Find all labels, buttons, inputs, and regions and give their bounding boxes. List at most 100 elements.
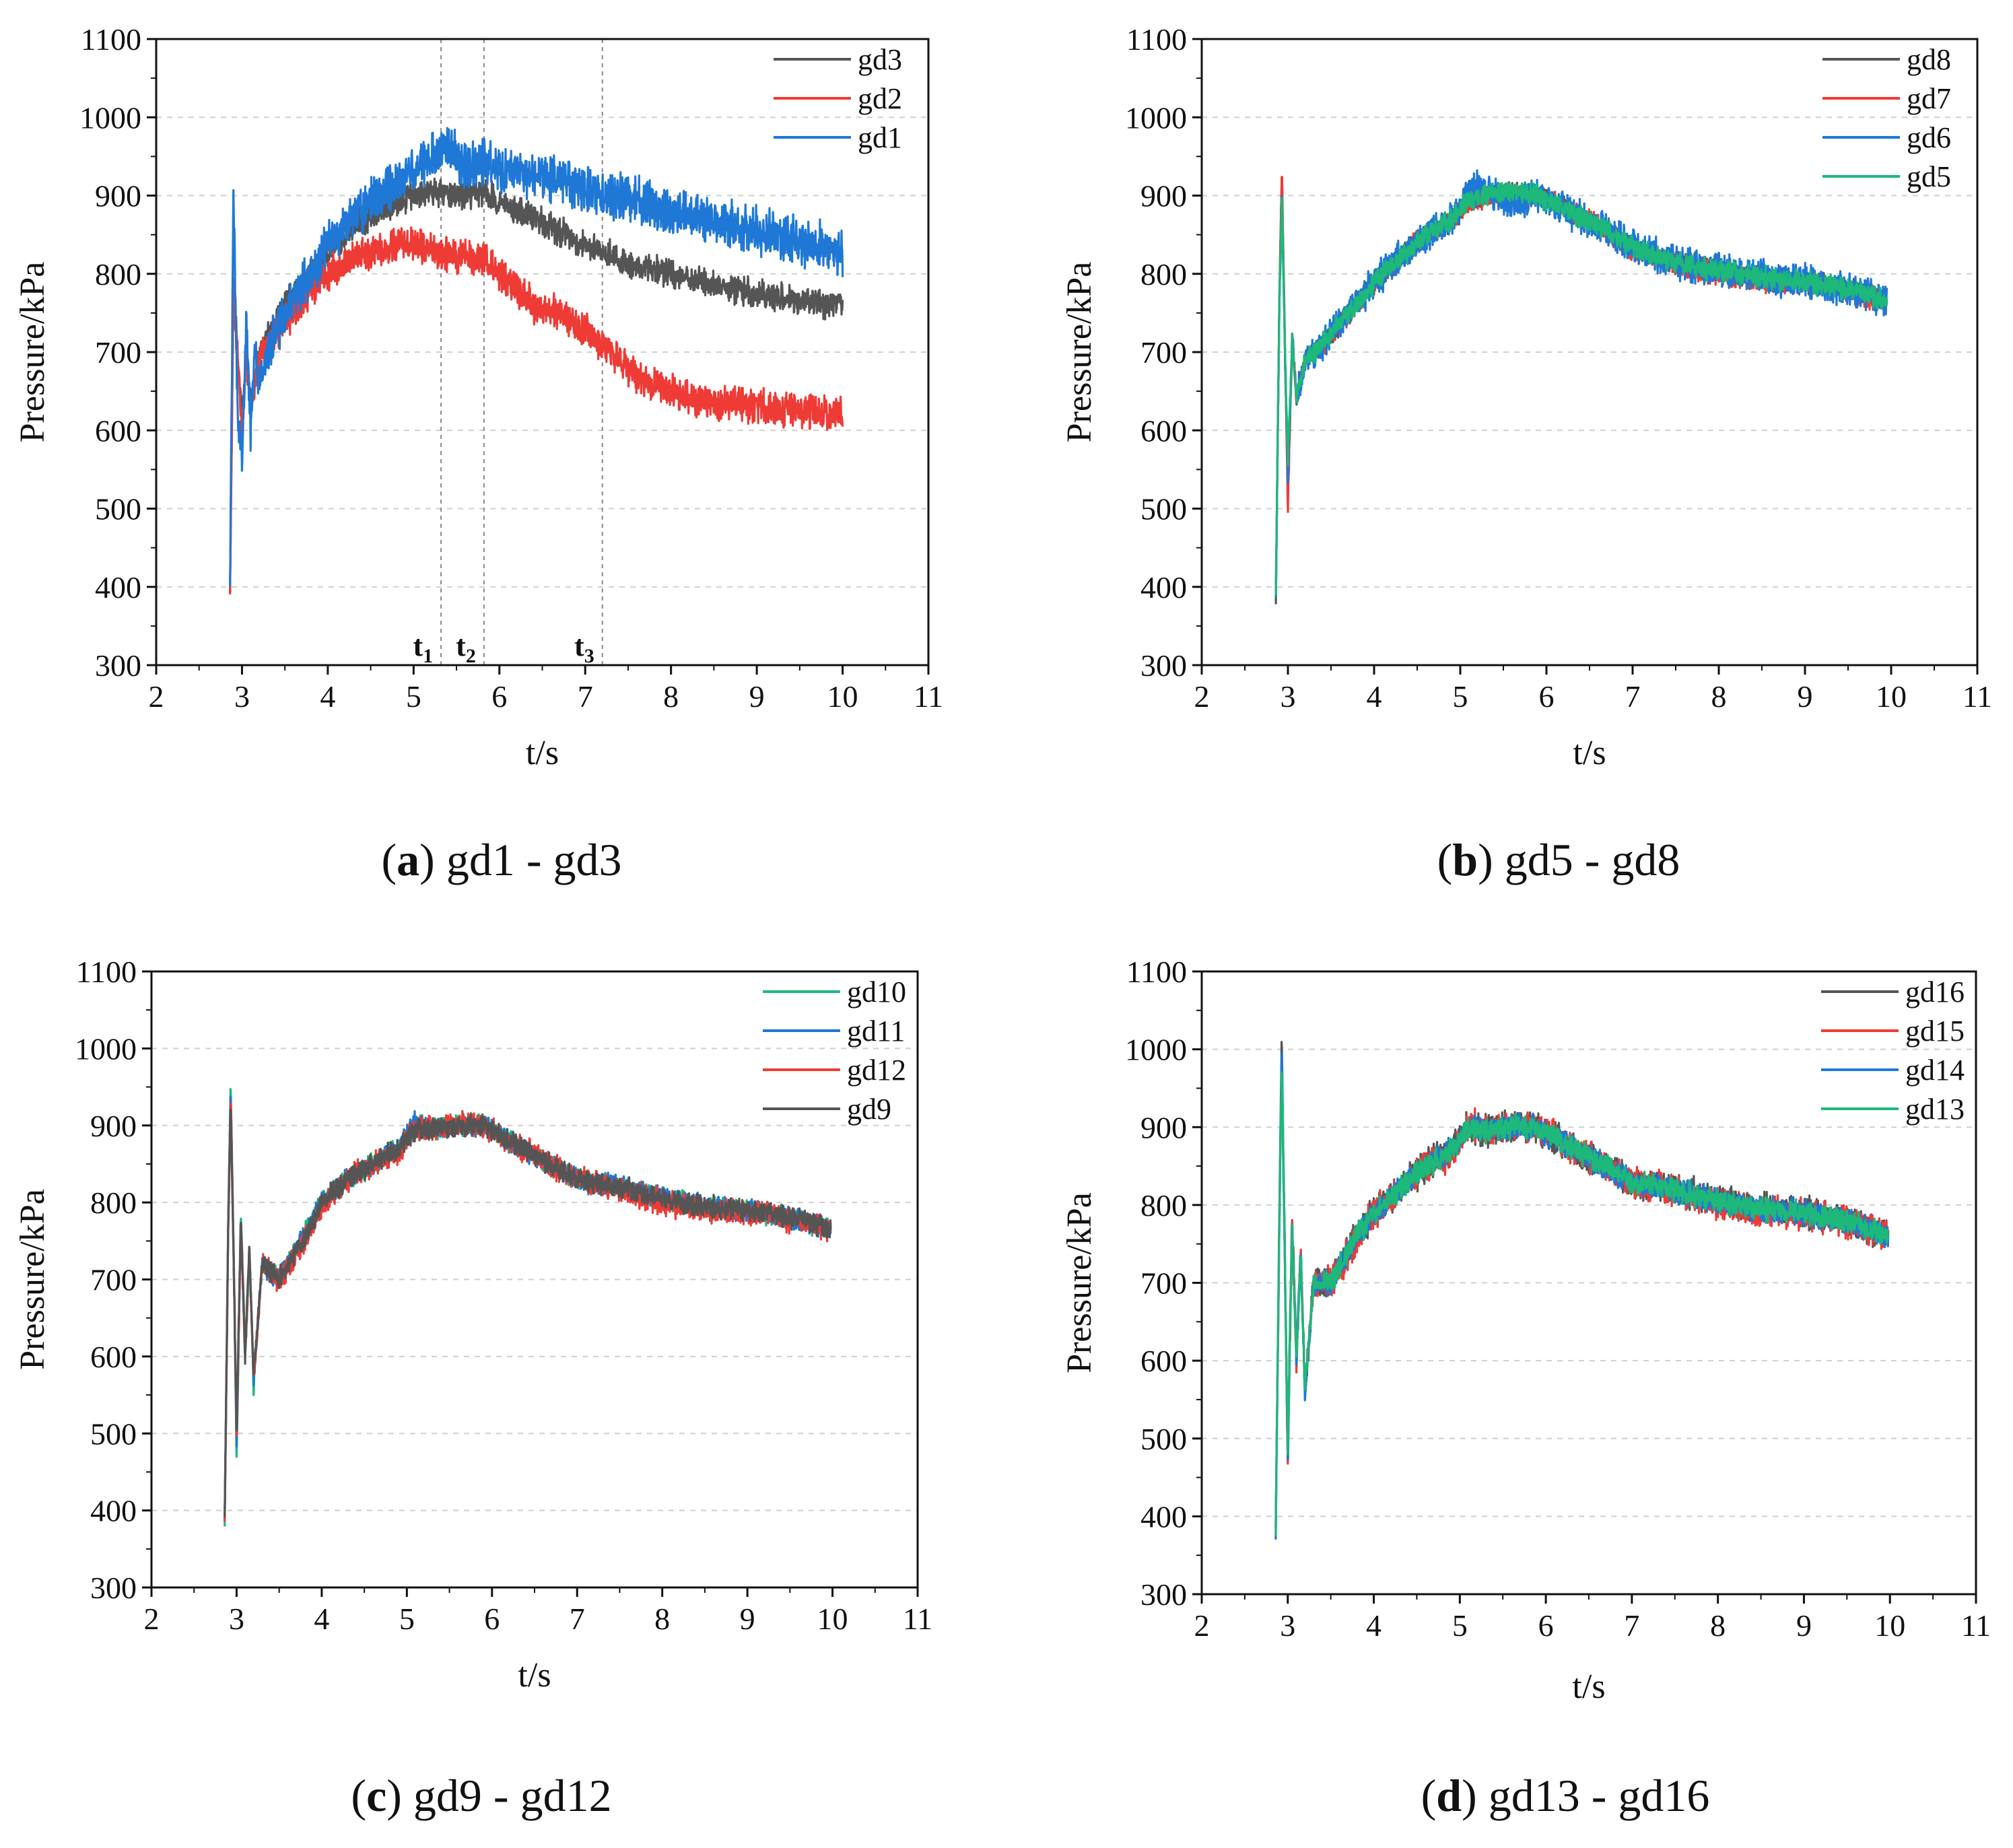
x-tick-label: 7 — [1624, 1608, 1639, 1643]
y-tick-label: 400 — [1140, 1499, 1187, 1534]
y-tick-label: 1000 — [79, 100, 141, 135]
legend: gd16 gd15 gd14 gd13 — [1821, 976, 1965, 1126]
caption-text: gd1 - gd3 — [446, 834, 622, 885]
y-tick-label: 1100 — [1126, 955, 1187, 989]
legend-label-gd3: gd3 — [858, 43, 902, 76]
panel-a: t1 t2 t3 2 3 4 5 6 7 8 9 10 11 300 400 500 600 700 800 900 1… — [13, 22, 943, 885]
gridlines — [1202, 116, 1977, 588]
y-tick-label: 600 — [1140, 413, 1187, 448]
y-tick-label: 400 — [90, 1494, 137, 1528]
y-tick-label: 800 — [90, 1186, 137, 1220]
y-tick-label: 900 — [1140, 1110, 1187, 1144]
panel-c: 2 3 4 5 6 7 8 9 10 11 300 400 500 600 700 800 900 1000 110… — [13, 955, 932, 1821]
x-tick-label: 11 — [1963, 679, 1992, 714]
x-tick-label: 4 — [1366, 1608, 1381, 1643]
legend-label-gd1: gd1 — [858, 121, 902, 154]
legend-label-gd11: gd11 — [847, 1015, 905, 1048]
x-tick-label: 2 — [1194, 679, 1210, 714]
legend-label-gd9: gd9 — [847, 1093, 891, 1126]
caption-letter: b — [1452, 834, 1478, 885]
panel-caption: (d) gd13 - gd16 — [1421, 1770, 1710, 1821]
y-tick-label: 800 — [1140, 1188, 1187, 1223]
x-tick-label: 6 — [1538, 1608, 1554, 1643]
y-tick-label: 900 — [95, 179, 141, 213]
x-tick-label: 11 — [914, 679, 943, 714]
x-tick-label: 3 — [1281, 679, 1296, 714]
panel-caption: (b) gd5 - gd8 — [1437, 834, 1680, 885]
x-tick-label: 9 — [1796, 1608, 1812, 1643]
x-tick-label: 10 — [817, 1602, 848, 1636]
legend-label-gd15: gd15 — [1905, 1015, 1965, 1048]
x-axis-title: t/s — [1572, 1668, 1605, 1706]
x-axis-title: t/s — [526, 734, 559, 772]
x-tick-label: 9 — [749, 679, 765, 714]
x-tick-label: 2 — [144, 1602, 160, 1636]
x-tick-label: 5 — [399, 1602, 415, 1636]
x-tick-label: 4 — [314, 1602, 329, 1636]
marker-label-t2: t2 — [456, 629, 476, 667]
y-tick-label: 300 — [95, 648, 141, 683]
x-tick-label: 5 — [406, 679, 421, 714]
x-tick-label: 3 — [229, 1602, 244, 1636]
series-line-gd1 — [229, 127, 844, 587]
legend: gd10 gd11 gd12 gd9 — [763, 976, 906, 1126]
y-tick-label: 600 — [95, 413, 141, 448]
x-tick-label: 5 — [1453, 679, 1468, 714]
caption-text: gd5 - gd8 — [1505, 834, 1680, 885]
marker-label-t3: t3 — [574, 629, 594, 667]
series-line-gd5 — [1274, 182, 1888, 595]
x-tick-label: 6 — [484, 1602, 500, 1636]
y-tick-label: 500 — [95, 492, 141, 526]
y-tick-label: 300 — [90, 1571, 137, 1605]
x-tick-label: 9 — [740, 1602, 755, 1636]
caption-text: gd13 - gd16 — [1489, 1770, 1710, 1821]
y-tick-label: 500 — [1140, 492, 1187, 526]
x-tick-label: 4 — [320, 679, 335, 714]
caption-letter: c — [366, 1770, 386, 1821]
legend: gd3 gd2 gd1 — [774, 43, 902, 154]
panel-d: 2 3 4 5 6 7 8 9 10 11 300 400 500 600 700 800 900 1000 110… — [1060, 955, 1991, 1821]
x-tick-label: 7 — [570, 1602, 585, 1636]
x-tick-label: 3 — [1280, 1608, 1295, 1643]
series-line-gd2 — [229, 226, 844, 594]
x-tick-label: 4 — [1367, 679, 1382, 714]
y-tick-label: 900 — [1140, 179, 1187, 213]
y-tick-label: 400 — [1140, 570, 1187, 605]
legend-label-gd10: gd10 — [847, 976, 906, 1008]
caption-letter: a — [397, 834, 419, 885]
y-tick-label: 900 — [90, 1109, 137, 1143]
panel-b: 2 3 4 5 6 7 8 9 10 11 300 400 500 600 700 800 900 1000 110… — [1060, 22, 1992, 885]
y-tick-label: 700 — [1140, 1266, 1187, 1301]
y-tick-label: 700 — [95, 335, 141, 370]
y-axis-title: Pressure/kPa — [13, 1189, 52, 1370]
y-axis-title: Pressure/kPa — [13, 262, 52, 443]
x-tick-label: 6 — [1539, 679, 1555, 714]
y-tick-label: 700 — [1140, 335, 1187, 370]
x-tick-label: 3 — [234, 679, 250, 714]
legend-label-gd14: gd14 — [1905, 1054, 1965, 1087]
legend-label-gd16: gd16 — [1905, 976, 1965, 1008]
x-tick-label: 11 — [1961, 1608, 1991, 1643]
x-tick-label: 10 — [827, 679, 858, 714]
x-axis-title: t/s — [518, 1656, 551, 1695]
y-tick-label: 600 — [90, 1340, 137, 1374]
x-tick-label: 10 — [1874, 1608, 1905, 1643]
gridlines — [151, 1048, 918, 1511]
x-tick-label: 10 — [1876, 679, 1907, 714]
legend-label-gd8: gd8 — [1907, 43, 1951, 76]
y-tick-label: 1000 — [75, 1031, 137, 1066]
x-tick-label: 2 — [1194, 1608, 1210, 1643]
series-line-gd9 — [224, 1108, 832, 1517]
x-tick-label: 8 — [654, 1602, 670, 1636]
caption-letter: d — [1436, 1770, 1462, 1821]
y-tick-label: 1100 — [76, 955, 137, 989]
x-tick-label: 2 — [149, 679, 164, 714]
y-tick-label: 1100 — [1126, 22, 1187, 57]
legend-label-gd13: gd13 — [1905, 1093, 1965, 1126]
x-tick-label: 6 — [491, 679, 507, 714]
y-tick-label: 500 — [90, 1416, 137, 1451]
x-tick-label: 8 — [1711, 679, 1727, 714]
y-tick-label: 1100 — [81, 22, 141, 57]
legend: gd8 gd7 gd6 gd5 — [1822, 43, 1951, 193]
